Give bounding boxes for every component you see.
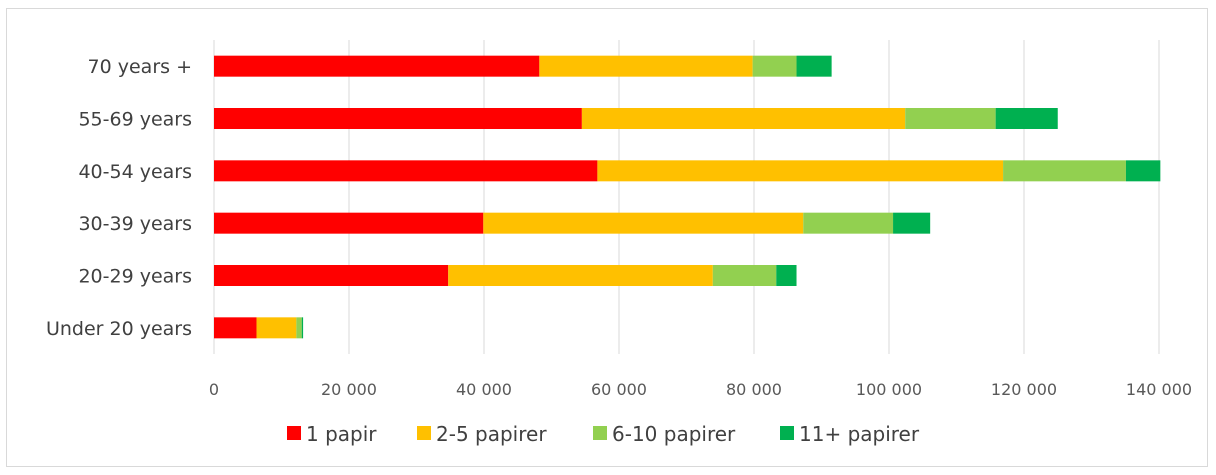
category-label: 40-54 years xyxy=(78,161,192,183)
legend-label: 1 papir xyxy=(306,422,377,446)
legend-label: 6-10 papirer xyxy=(612,422,736,446)
bar-segment xyxy=(1126,160,1160,181)
bar-segment xyxy=(893,213,930,234)
legend-label: 11+ papirer xyxy=(799,422,920,446)
category-label: 30-39 years xyxy=(78,213,192,235)
bar-segment xyxy=(996,108,1058,129)
legend-swatch xyxy=(593,426,607,440)
x-tick-label: 40 000 xyxy=(456,380,512,399)
legend: 1 papir 2-5 papirer 6-10 papirer 11+ papire… xyxy=(287,422,920,446)
bar-segment xyxy=(448,265,713,286)
bar-segment xyxy=(713,265,776,286)
bar-segment xyxy=(905,108,995,129)
legend-label: 2-5 papirer xyxy=(436,422,547,446)
bar-segment xyxy=(539,56,752,77)
bar-segment xyxy=(214,265,448,286)
bar-segment xyxy=(296,317,301,338)
bar-segment xyxy=(797,56,832,77)
bar-segment xyxy=(1003,160,1126,181)
bar-segment xyxy=(597,160,1003,181)
category-label: Under 20 years xyxy=(46,318,192,340)
bar-segment xyxy=(214,317,257,338)
x-tick-label: 80 000 xyxy=(726,380,782,399)
x-tick-label: 120 000 xyxy=(991,380,1057,399)
bar-segment xyxy=(803,213,893,234)
x-tick-label: 0 xyxy=(209,380,219,399)
category-label: 55-69 years xyxy=(78,109,192,131)
bar-segment xyxy=(302,317,303,338)
legend-swatch xyxy=(780,426,794,440)
x-tick-label: 140 000 xyxy=(1126,380,1192,399)
bar-segment xyxy=(214,56,539,77)
gridlines xyxy=(214,40,1159,354)
bar-segment xyxy=(214,108,582,129)
category-label: 20-29 years xyxy=(78,266,192,288)
bar-segment xyxy=(483,213,803,234)
bar-segment xyxy=(776,265,796,286)
x-tick-label: 60 000 xyxy=(591,380,647,399)
bar-segment xyxy=(753,56,797,77)
x-tick-label: 100 000 xyxy=(856,380,922,399)
x-tick-label: 20 000 xyxy=(321,380,377,399)
legend-swatch xyxy=(287,426,301,440)
category-label: 70 years + xyxy=(88,56,192,78)
category-labels: Under 20 years 20-29 years 30-39 years 40-5… xyxy=(46,56,192,340)
bars xyxy=(214,56,1160,339)
x-tick-labels: 0 20 000 40 000 60 000 80 000 100 000 120 000 1… xyxy=(209,380,1192,399)
bar-segment xyxy=(214,160,597,181)
bar-segment xyxy=(257,317,297,338)
legend-swatch xyxy=(417,426,431,440)
bar-segment xyxy=(582,108,905,129)
bar-segment xyxy=(214,213,483,234)
